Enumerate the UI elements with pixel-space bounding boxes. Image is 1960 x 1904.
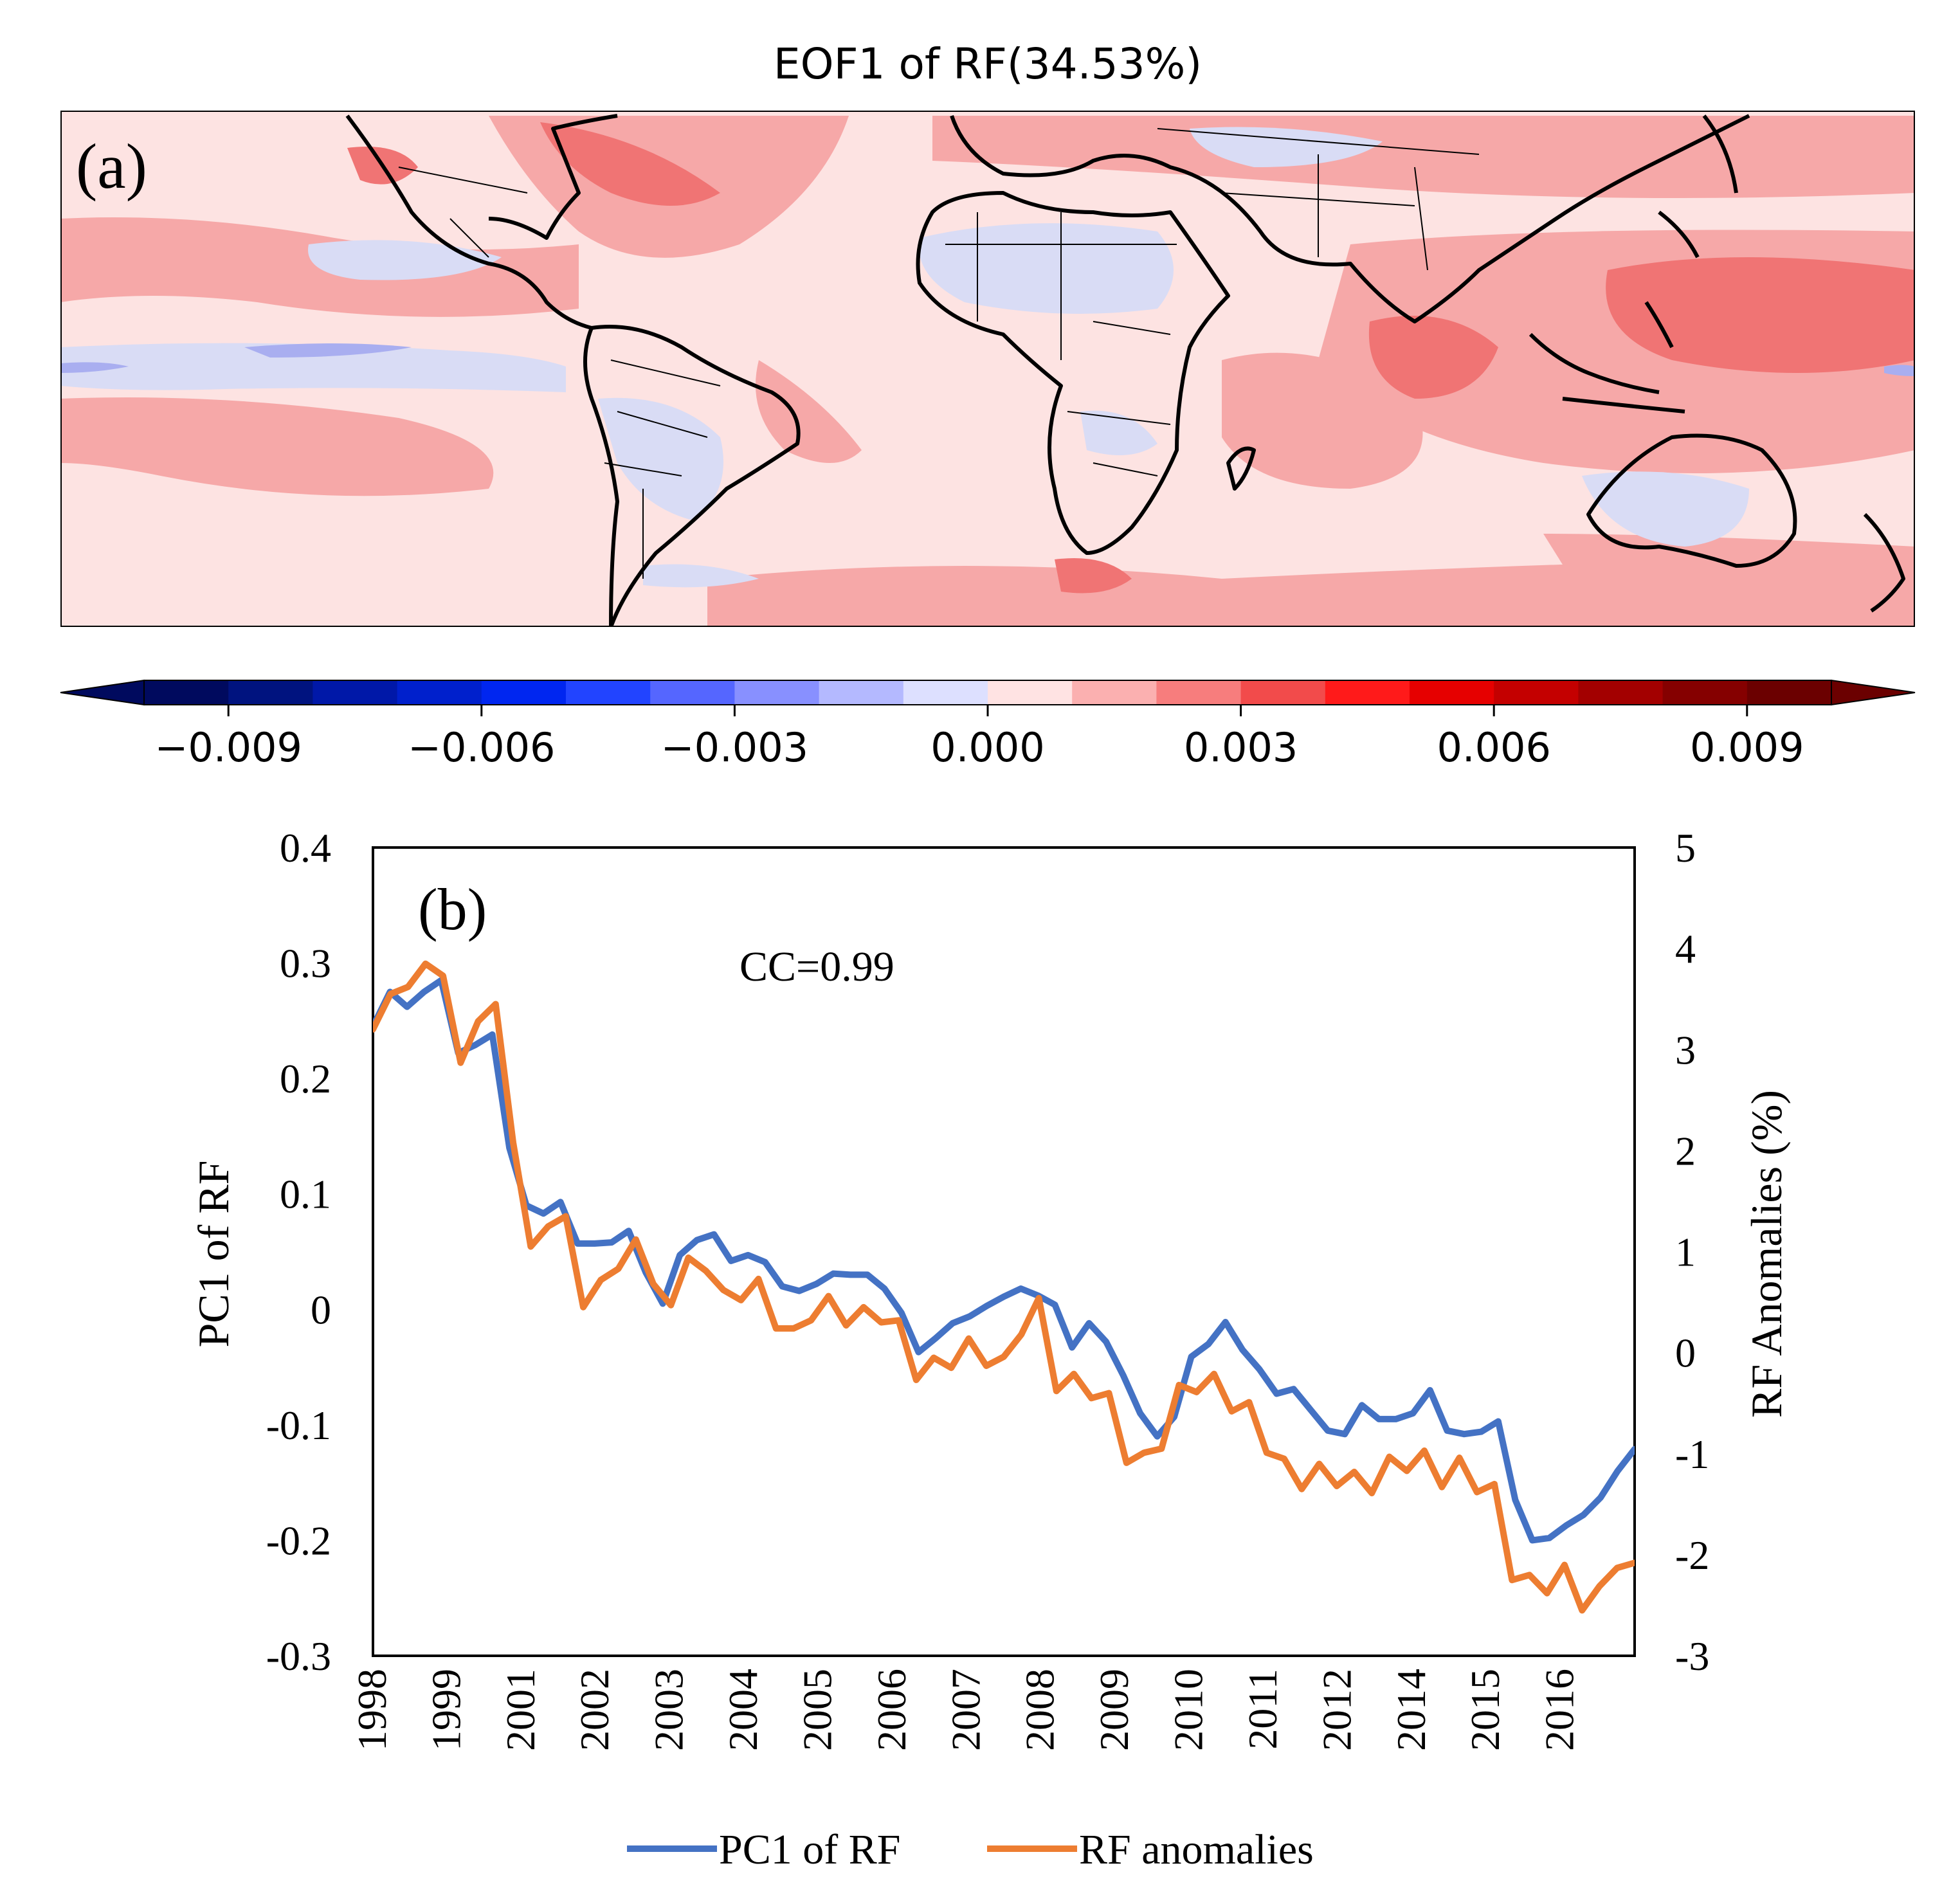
colorbar-segment: [650, 680, 735, 705]
x-tick-label: 2001: [498, 1669, 543, 1751]
x-tick-label: 2006: [869, 1669, 914, 1751]
colorbar-segment: [903, 680, 988, 705]
x-tick-label: 2015: [1462, 1669, 1508, 1751]
right-tick-label: 1: [1675, 1229, 1696, 1275]
colorbar-max-extension: [1831, 679, 1916, 706]
colorbar-segment: [1747, 680, 1832, 705]
right-tick-label: 2: [1675, 1128, 1696, 1174]
right-tick-label: 0: [1675, 1330, 1696, 1376]
colorbar-segment: [481, 680, 567, 705]
legend-label-pc1: PC1 of RF: [719, 1826, 900, 1873]
right-tick-label: -1: [1675, 1431, 1709, 1477]
x-axis-ticks: 1998 1999 2001 2002 2003 2004 2005 2006 2007 2008…: [349, 1669, 1583, 1751]
x-tick-label: 2014: [1388, 1669, 1434, 1751]
cc-annotation: CC=0.99: [740, 943, 894, 990]
left-tick-label: -0.1: [266, 1402, 331, 1448]
x-tick-label: 2016: [1537, 1669, 1583, 1751]
colorbar-segment: [1156, 680, 1242, 705]
series-line-pc1: [373, 977, 1635, 1544]
eof-map: [60, 111, 1915, 627]
x-tick-label: 2002: [572, 1669, 617, 1751]
left-tick-label: 0.1: [280, 1172, 331, 1217]
colorbar-segment: [819, 680, 904, 705]
colorbar-segment: [734, 680, 820, 705]
left-axis-label: PC1 of RF: [189, 1161, 238, 1348]
colorbar-tick-label: −0.003: [661, 724, 808, 771]
right-tick-label: -3: [1675, 1633, 1709, 1679]
strong-positive-regions: [347, 122, 1915, 594]
x-tick-label: 2007: [943, 1669, 988, 1751]
x-tick-label: 2012: [1314, 1669, 1359, 1751]
colorbar-segment: [1494, 680, 1579, 705]
colorbar-tick-label: 0.009: [1690, 724, 1804, 771]
x-tick-label: 2005: [794, 1669, 840, 1751]
right-axis-label: RF Anomalies (%): [1742, 1090, 1791, 1418]
legend-label-rf: RF anomalies: [1079, 1826, 1314, 1873]
colorbar-segment: [313, 680, 398, 705]
left-tick-label: 0: [311, 1287, 331, 1332]
x-tick-label: 2009: [1091, 1669, 1137, 1751]
left-tick-label: 0.4: [280, 825, 331, 871]
colorbar-tick-label: 0.006: [1437, 724, 1551, 771]
x-tick-label: 1999: [423, 1669, 469, 1751]
colorbar-segment: [1325, 680, 1410, 705]
colorbar-tick-labels: −0.009 −0.006 −0.003 0.000 0.003 0.006 0.009: [154, 705, 1804, 771]
colorbar-segment: [228, 680, 313, 705]
colorbar-segment: [1072, 680, 1157, 705]
map-title: EOF1 of RF(34.53%): [774, 39, 1202, 89]
series-line-rf-anomalies: [373, 960, 1635, 1614]
negative-anomaly-regions: [60, 127, 1749, 588]
colorbar-segment: [144, 680, 229, 705]
left-axis-ticks: 0.4 0.3 0.2 0.1 0 -0.1 -0.2 -0.3: [266, 825, 331, 1679]
coastlines: [345, 114, 1905, 627]
right-tick-label: 3: [1675, 1027, 1696, 1073]
colorbar-segment: [566, 680, 651, 705]
x-tick-label: 2011: [1240, 1669, 1285, 1750]
x-tick-label: 1998: [349, 1669, 395, 1751]
left-tick-label: 0.3: [280, 941, 331, 986]
panel-b-label: (b): [418, 876, 487, 942]
plot-area: [372, 846, 1636, 1657]
colorbar-segment: [1240, 680, 1326, 705]
x-tick-label: 2008: [1017, 1669, 1063, 1751]
country-borders: [398, 128, 1480, 579]
line-chart: 0.4 0.3 0.2 0.1 0 -0.1 -0.2 -0.3 5 4 3 2 1 0 -1 -2 -3 1…: [189, 825, 1791, 1751]
panel-a-label: (a): [76, 131, 147, 202]
colorbar-segment: [1410, 680, 1494, 705]
colorbar-segment: [1578, 680, 1664, 705]
colorbar-segment: [1662, 680, 1748, 705]
left-tick-label: -0.2: [266, 1518, 331, 1563]
right-axis-ticks: 5 4 3 2 1 0 -1 -2 -3: [1675, 825, 1709, 1679]
strong-negative-regions: [60, 343, 1915, 376]
colorbar-tick-label: 0.003: [1184, 724, 1298, 771]
colorbar-segment: [988, 680, 1073, 705]
colorbar-tick-label: 0.000: [930, 724, 1045, 771]
colorbar-tick-label: −0.006: [408, 724, 555, 771]
x-tick-label: 2004: [720, 1669, 766, 1751]
colorbar-min-extension: [60, 679, 145, 706]
right-tick-label: 4: [1675, 926, 1696, 972]
right-tick-label: -2: [1675, 1532, 1709, 1578]
colorbar: [60, 679, 1916, 706]
left-tick-label: 0.2: [280, 1056, 331, 1102]
colorbar-tick-label: −0.009: [154, 724, 302, 771]
right-tick-label: 5: [1675, 825, 1696, 871]
x-tick-label: 2010: [1166, 1669, 1211, 1751]
legend: PC1 of RF RF anomalies: [627, 1826, 1314, 1873]
colorbar-segment: [397, 680, 482, 705]
left-tick-label: -0.3: [266, 1633, 331, 1679]
x-tick-label: 2003: [646, 1669, 692, 1751]
